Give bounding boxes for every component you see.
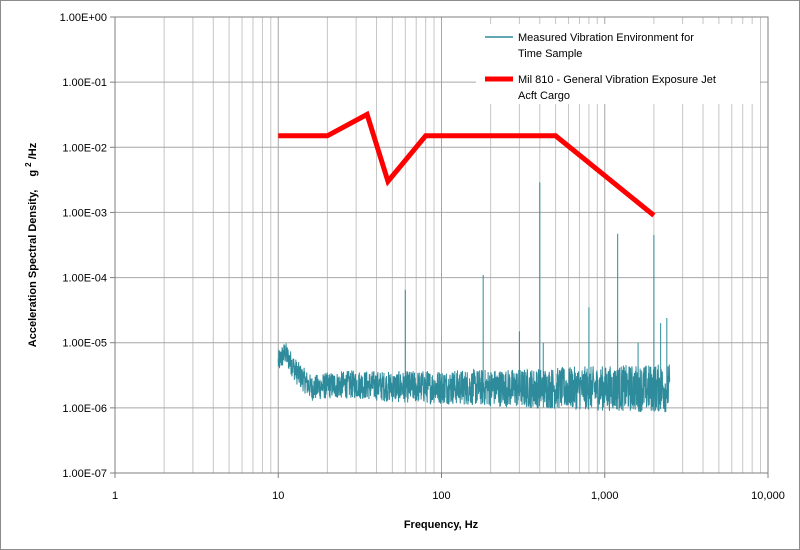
legend-label-mil810-line2: Acft Cargo xyxy=(518,90,570,102)
y-tick-label: 1.00E-04 xyxy=(62,273,107,285)
y-tick-label: 1.00E-06 xyxy=(62,403,107,415)
y-tick-label: 1.00E-05 xyxy=(62,338,107,350)
x-axis-title: Frequency, Hz xyxy=(404,519,479,531)
y-tick-label: 1.00E+00 xyxy=(60,12,107,24)
legend-label-measured-line1: Measured Vibration Environment for xyxy=(518,32,694,44)
x-tick-label: 1 xyxy=(112,490,118,502)
x-tick-label: 10,000 xyxy=(751,490,785,502)
y-tick-label: 1.00E-02 xyxy=(62,142,107,154)
legend: Measured Vibration Environment for Time … xyxy=(476,24,760,104)
x-tick-label: 100 xyxy=(432,490,450,502)
x-tick-labels: 1 10 100 1,000 10,000 xyxy=(112,473,785,502)
y-tick-labels: 1.00E+00 1.00E-01 1.00E-02 1.00E-03 1.00E-04… xyxy=(60,12,115,480)
series-measured-vibration-line xyxy=(277,182,671,413)
series-layer xyxy=(277,110,671,413)
legend-background xyxy=(476,24,760,104)
y-axis-title: Acceleration Spectral Density, g 2 /Hz xyxy=(22,142,39,347)
y-tick-label: 1.00E-03 xyxy=(62,207,107,219)
x-tick-label: 1,000 xyxy=(591,490,619,502)
legend-label-measured-line2: Time Sample xyxy=(518,48,582,60)
y-tick-label: 1.00E-07 xyxy=(62,468,107,480)
legend-label-mil810-line1: Mil 810 - General Vibration Exposure Jet xyxy=(518,74,716,86)
y-axis-unit-exponent: 2 xyxy=(24,162,33,167)
y-tick-label: 1.00E-01 xyxy=(62,77,107,89)
y-axis-title-text: Acceleration Spectral Density, xyxy=(27,190,39,348)
y-axis-unit-per-hz: /Hz xyxy=(27,142,39,159)
y-axis-unit-g: g xyxy=(27,170,39,177)
x-tick-label: 10 xyxy=(272,490,284,502)
